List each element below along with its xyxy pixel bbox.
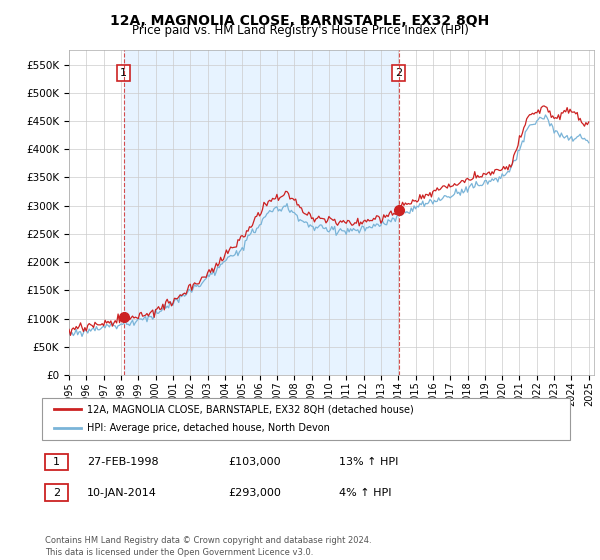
Text: HPI: Average price, detached house, North Devon: HPI: Average price, detached house, Nort… [87, 423, 330, 433]
Text: £293,000: £293,000 [228, 488, 281, 498]
Bar [124, 50, 399, 375]
Text: 2: 2 [53, 488, 60, 498]
Text: 12A, MAGNOLIA CLOSE, BARNSTAPLE, EX32 8QH (detached house): 12A, MAGNOLIA CLOSE, BARNSTAPLE, EX32 8Q… [87, 404, 414, 414]
Text: Price paid vs. HM Land Registry's House Price Index (HPI): Price paid vs. HM Land Registry's House … [131, 24, 469, 37]
Text: 10-JAN-2014: 10-JAN-2014 [87, 488, 157, 498]
Text: Contains HM Land Registry data © Crown copyright and database right 2024.
This d: Contains HM Land Registry data © Crown c… [45, 536, 371, 557]
Text: 13% ↑ HPI: 13% ↑ HPI [339, 457, 398, 467]
Text: 1: 1 [120, 68, 127, 78]
Text: 1: 1 [53, 457, 60, 467]
Text: 12A, MAGNOLIA CLOSE, BARNSTAPLE, EX32 8QH: 12A, MAGNOLIA CLOSE, BARNSTAPLE, EX32 8Q… [110, 14, 490, 28]
Text: 27-FEB-1998: 27-FEB-1998 [87, 457, 158, 467]
Text: 2: 2 [395, 68, 402, 78]
Text: £103,000: £103,000 [228, 457, 281, 467]
Text: 4% ↑ HPI: 4% ↑ HPI [339, 488, 391, 498]
